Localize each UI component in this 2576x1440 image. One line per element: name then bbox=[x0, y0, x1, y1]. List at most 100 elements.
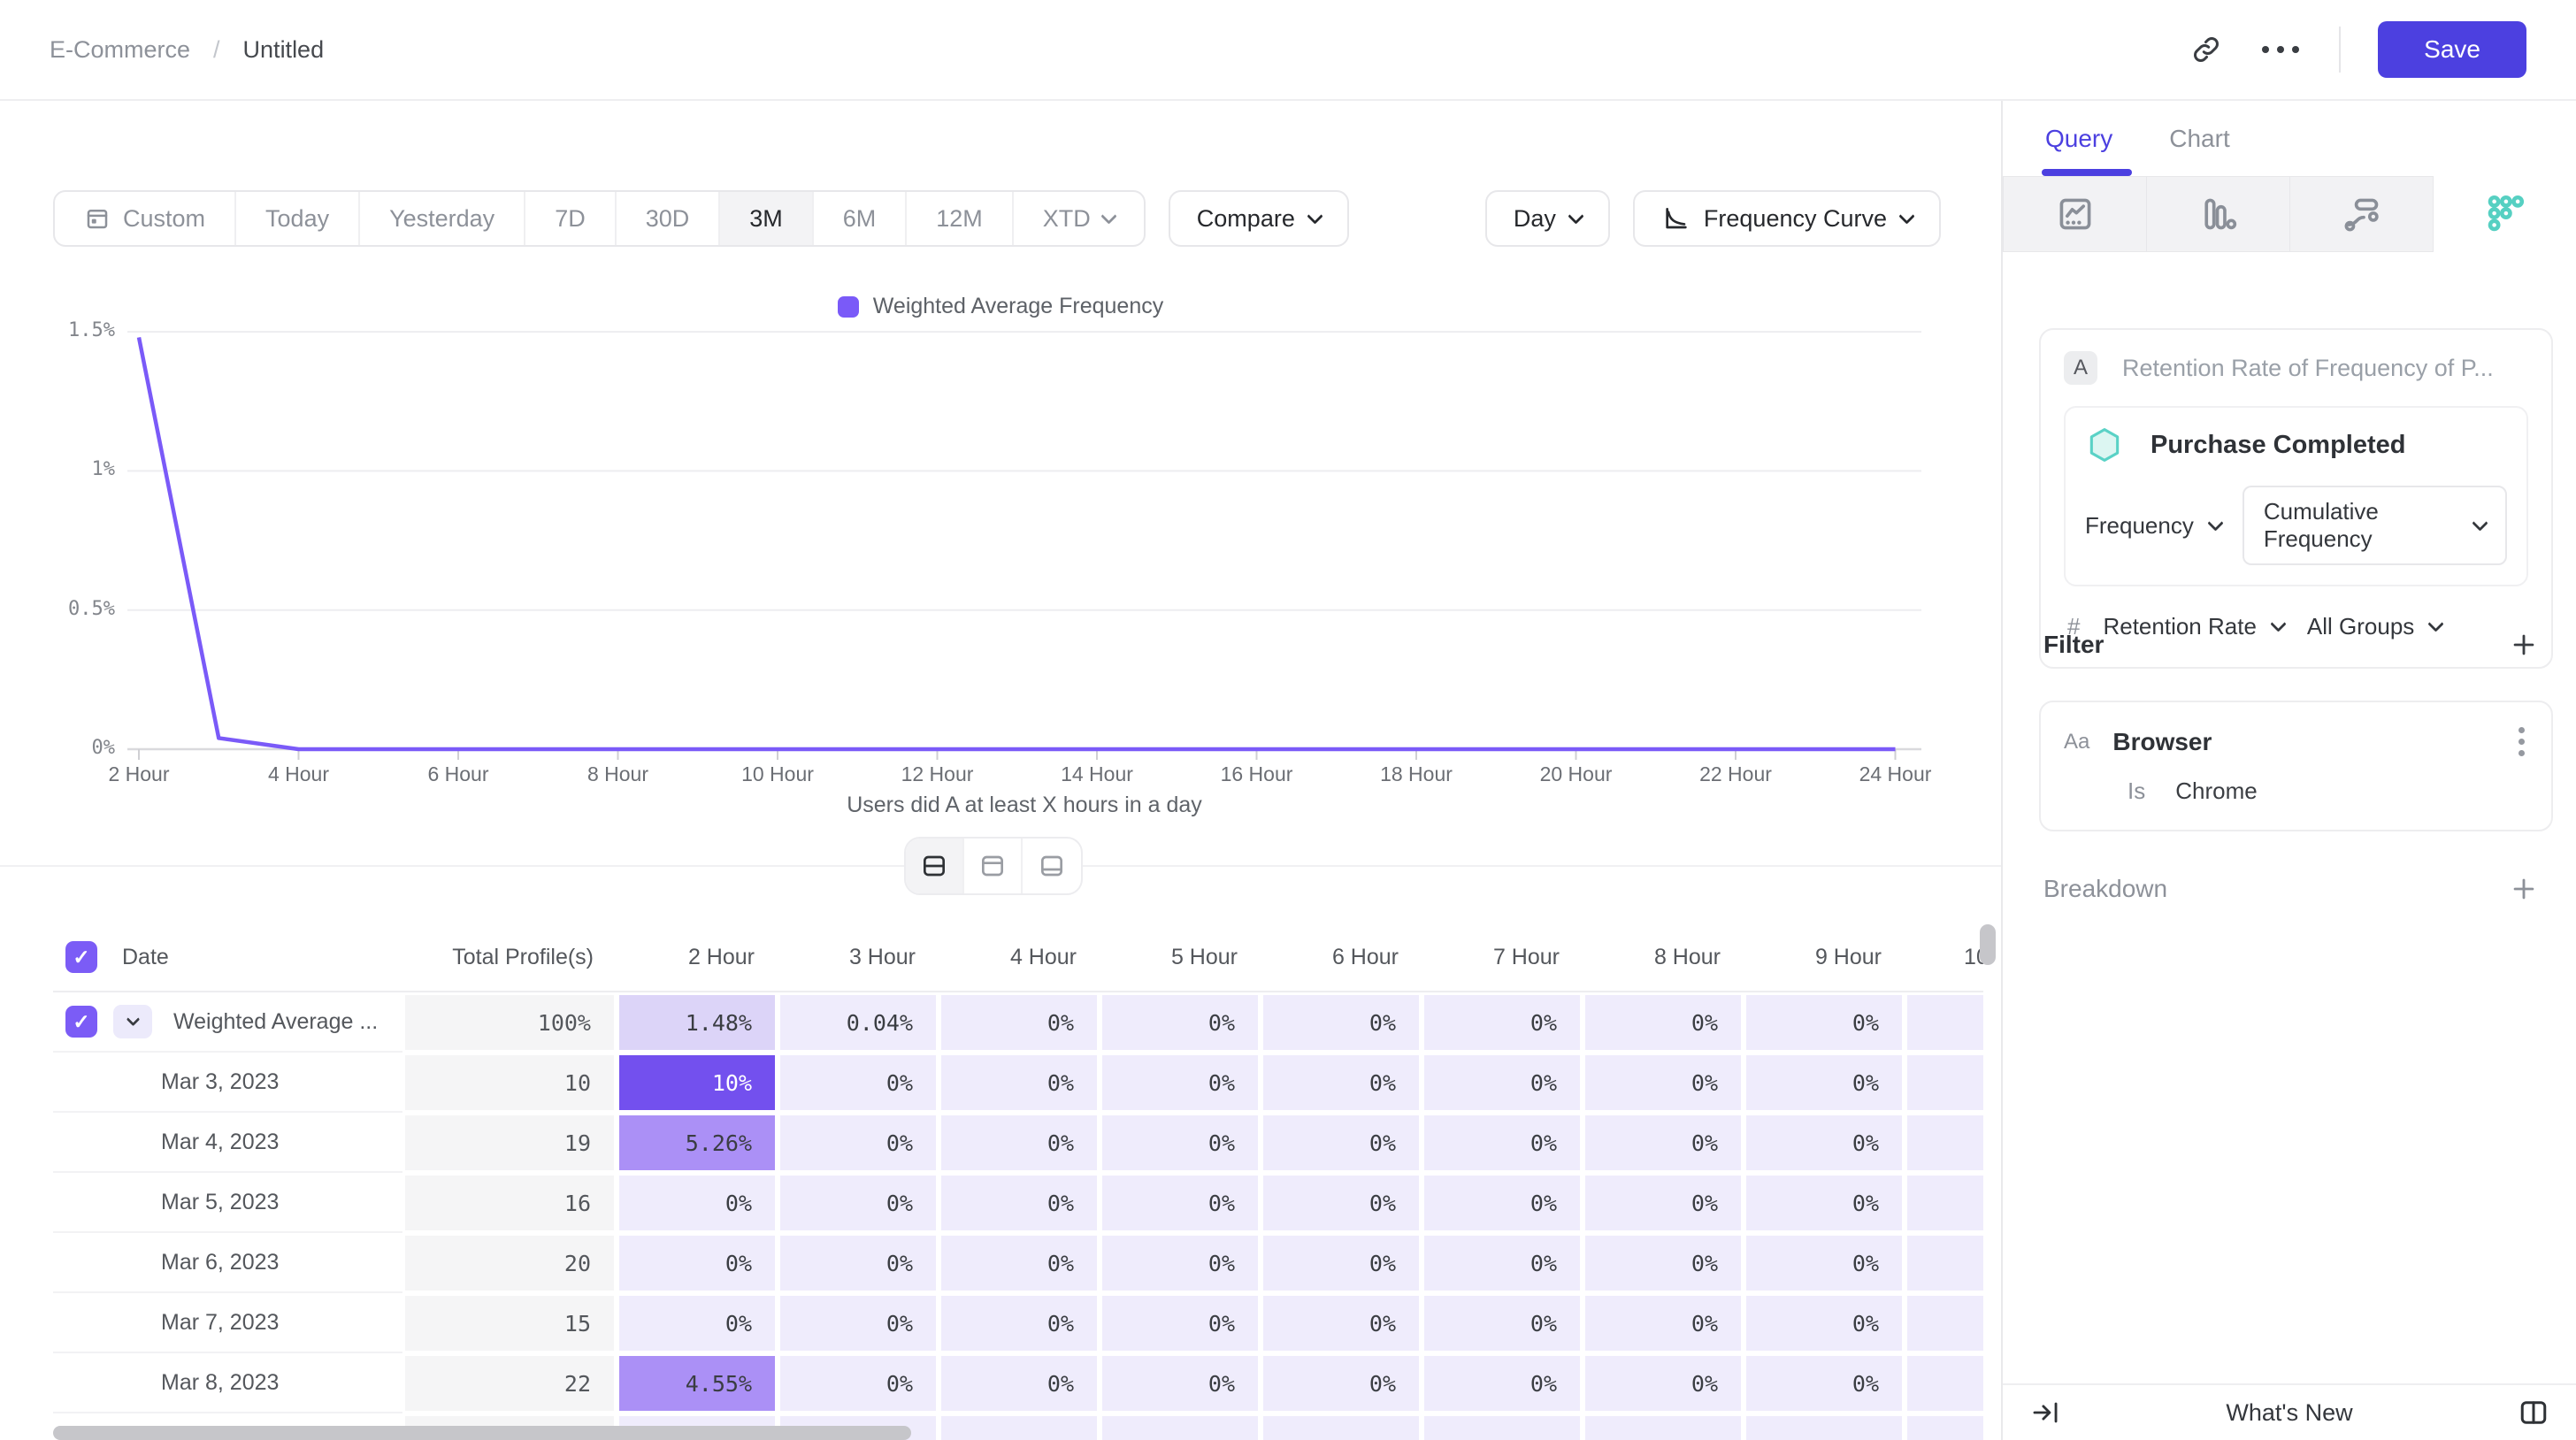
value-cell bbox=[1583, 1413, 1744, 1440]
column-header-4-hour[interactable]: 4 Hour bbox=[939, 923, 1100, 992]
save-button[interactable]: Save bbox=[2378, 21, 2526, 78]
row-checkbox[interactable]: ✓ bbox=[65, 1006, 97, 1038]
filter-title: Filter bbox=[2043, 631, 2104, 658]
table-horizontal-scrollbar[interactable] bbox=[53, 1426, 911, 1440]
value-cell: 0% bbox=[1905, 1113, 1983, 1173]
range-button-7d[interactable]: 7D bbox=[525, 192, 617, 245]
chart-type-line[interactable] bbox=[2003, 176, 2147, 252]
chevron-down-icon bbox=[1898, 207, 1915, 225]
measure-dropdown[interactable]: Frequency bbox=[2085, 512, 2224, 540]
open-side-panel-button[interactable] bbox=[2514, 1393, 2553, 1432]
column-header-7-hour[interactable]: 7 Hour bbox=[1422, 923, 1583, 992]
frequency-curve-chart[interactable] bbox=[0, 292, 2001, 787]
tab-query[interactable]: Query bbox=[2045, 124, 2113, 152]
value-cell: 0% bbox=[1744, 1173, 1905, 1233]
report-title[interactable]: Untitled bbox=[242, 35, 325, 63]
whats-new-link[interactable]: What's New bbox=[2226, 1398, 2353, 1426]
breakdown-section-header: Breakdown bbox=[2043, 874, 2539, 904]
chart-type-selector bbox=[2003, 176, 2576, 252]
value-cell: 0% bbox=[778, 1113, 939, 1173]
range-button-12m[interactable]: 12M bbox=[907, 192, 1014, 245]
table-row: ✓ Weighted Average ... 100% 1.48% 0.04% 0% 0% 0… bbox=[53, 992, 1983, 1053]
value-cell: 0% bbox=[1261, 1233, 1422, 1293]
date-range-segmented-control: Custom Today Yesterday 7D 30D 3M 6M 12M XTD bbox=[53, 190, 1146, 247]
layout-split-toggle[interactable] bbox=[906, 839, 964, 893]
series-name-input[interactable]: Retention Rate of Frequency of P... bbox=[2122, 354, 2494, 381]
bottom-panel-icon bbox=[1041, 855, 1062, 877]
x-tick-label: 6 Hour bbox=[427, 762, 489, 785]
value-cell bbox=[1422, 1413, 1583, 1440]
breadcrumb-project[interactable]: E-Commerce bbox=[50, 35, 191, 63]
range-button-yesterday[interactable]: Yesterday bbox=[360, 192, 526, 245]
more-options-button[interactable] bbox=[2259, 28, 2302, 71]
aggregation-dropdown[interactable]: Retention Rate bbox=[2103, 613, 2287, 640]
event-selector[interactable]: Purchase Completed bbox=[2085, 425, 2507, 464]
layout-table-only-toggle[interactable] bbox=[1023, 839, 1081, 893]
range-button-today[interactable]: Today bbox=[236, 192, 361, 245]
chart-type-flow[interactable] bbox=[2290, 176, 2434, 252]
value-cell: 0% bbox=[1100, 1233, 1261, 1293]
tab-chart[interactable]: Chart bbox=[2169, 124, 2230, 152]
add-breakdown-button[interactable] bbox=[2509, 874, 2539, 904]
x-axis-title: Users did A at least X hours in a day bbox=[847, 793, 1202, 817]
filter-property[interactable]: Browser bbox=[2112, 727, 2212, 755]
value-cell: 0% bbox=[1583, 1113, 1744, 1173]
x-tick-label: 8 Hour bbox=[586, 762, 649, 785]
measure-mode-dropdown[interactable]: Cumulative Frequency bbox=[2242, 486, 2507, 565]
column-header-6-hour[interactable]: 6 Hour bbox=[1261, 923, 1422, 992]
value-cell bbox=[939, 1413, 1100, 1440]
chart-type-frequency[interactable] bbox=[2434, 176, 2576, 252]
total-cell: 19 bbox=[402, 1113, 617, 1173]
total-cell: 15 bbox=[402, 1293, 617, 1353]
column-header-3-hour[interactable]: 3 Hour bbox=[778, 923, 939, 992]
value-cell: 0% bbox=[778, 1233, 939, 1293]
granularity-button[interactable]: Day bbox=[1484, 190, 1610, 247]
breadcrumb: E-Commerce / Untitled bbox=[50, 36, 324, 64]
range-button-30d[interactable]: 30D bbox=[617, 192, 721, 245]
value-cell: 0% bbox=[1744, 1053, 1905, 1113]
range-button-custom[interactable]: Custom bbox=[55, 192, 237, 245]
date-cell: Mar 3, 2023 bbox=[53, 1053, 402, 1113]
column-header-10-hour[interactable]: 10 Hour bbox=[1905, 923, 1983, 992]
column-header-date[interactable]: ✓ Date bbox=[53, 923, 402, 992]
filter-card[interactable]: Aa Browser Is Chrome bbox=[2039, 701, 2553, 831]
range-button-6m[interactable]: 6M bbox=[814, 192, 908, 245]
report-main: Custom Today Yesterday 7D 30D 3M 6M 12M XTD Comp… bbox=[0, 101, 2001, 1440]
chart-legend[interactable]: Weighted Average Frequency bbox=[0, 294, 2001, 319]
column-header-5-hour[interactable]: 5 Hour bbox=[1100, 923, 1261, 992]
event-hexagon-icon bbox=[2089, 428, 2120, 462]
value-cell: 0% bbox=[1100, 1353, 1261, 1413]
groups-dropdown[interactable]: All Groups bbox=[2307, 613, 2445, 640]
value-cell: 0% bbox=[778, 1053, 939, 1113]
value-cell: 0% bbox=[1100, 992, 1261, 1053]
collapse-panel-button[interactable] bbox=[2026, 1393, 2065, 1432]
value-cell: 0% bbox=[778, 1293, 939, 1353]
table-vertical-scrollbar[interactable] bbox=[1980, 924, 1996, 965]
share-link-button[interactable] bbox=[2185, 28, 2227, 71]
frequency-curve-icon bbox=[1666, 208, 1687, 229]
compare-button[interactable]: Compare bbox=[1168, 190, 1349, 247]
chart-type-bar[interactable] bbox=[2147, 176, 2290, 252]
chart-view-button[interactable]: Frequency Curve bbox=[1632, 190, 1941, 247]
filter-menu-button[interactable] bbox=[2515, 724, 2528, 760]
value-cell: 0% bbox=[1905, 992, 1983, 1053]
column-header-8-hour[interactable]: 8 Hour bbox=[1583, 923, 1744, 992]
column-header-total-profile-s-[interactable]: Total Profile(s) bbox=[402, 923, 617, 992]
row-checkbox[interactable]: ✓ bbox=[65, 941, 97, 973]
x-tick-label: 24 Hour bbox=[1859, 762, 1932, 785]
add-filter-button[interactable] bbox=[2509, 630, 2539, 660]
x-tick-label: 10 Hour bbox=[741, 762, 814, 785]
column-header-2-hour[interactable]: 2 Hour bbox=[617, 923, 778, 992]
range-button-3m[interactable]: 3M bbox=[720, 192, 814, 245]
filter-value[interactable]: Chrome bbox=[2175, 777, 2258, 804]
column-header-9-hour[interactable]: 9 Hour bbox=[1744, 923, 1905, 992]
expand-row-button[interactable] bbox=[113, 1005, 152, 1038]
breadcrumb-separator: / bbox=[213, 35, 220, 63]
layout-chart-only-toggle[interactable] bbox=[964, 839, 1023, 893]
row-label: Weighted Average ... bbox=[173, 1008, 379, 1034]
range-button-xtd[interactable]: XTD bbox=[1014, 192, 1144, 245]
filter-operator[interactable]: Is bbox=[2128, 777, 2146, 804]
